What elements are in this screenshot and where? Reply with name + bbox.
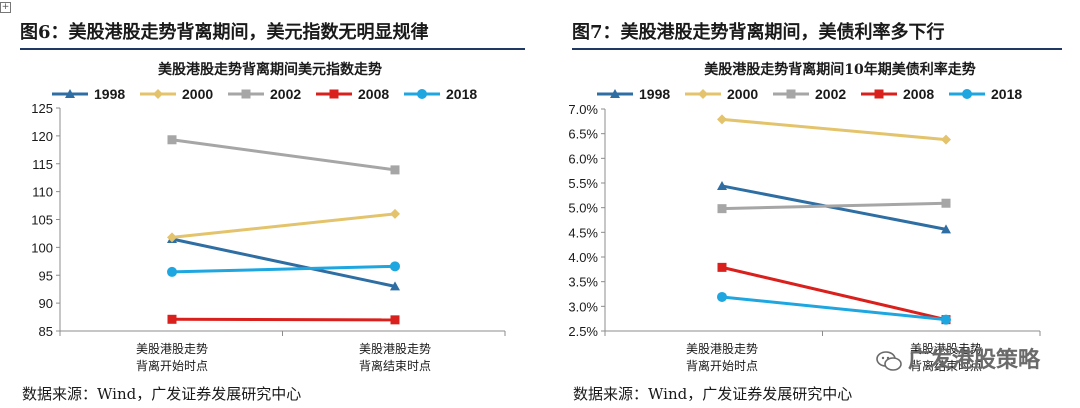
legend-label: 2000 bbox=[182, 86, 213, 102]
x-tick-label: 美股港股走势背离结束时点 bbox=[910, 342, 982, 373]
legend-marker bbox=[874, 89, 884, 99]
legend-label: 1998 bbox=[639, 86, 670, 102]
x-tick-label: 美股港股走势背离结束时点 bbox=[359, 342, 431, 373]
y-tick-label: 2.5% bbox=[568, 324, 598, 339]
data-point-2018 bbox=[167, 266, 177, 277]
series-line-2018 bbox=[171, 264, 396, 274]
data-point-1998 bbox=[941, 224, 951, 234]
series-line-2002 bbox=[721, 201, 947, 211]
y-tick-label: 4.0% bbox=[568, 250, 598, 265]
legend-label: 2000 bbox=[727, 86, 758, 102]
y-tick-label: 120 bbox=[31, 129, 53, 144]
y-tick-label: 125 bbox=[31, 101, 53, 116]
x-tick-label: 美股港股走势背离开始时点 bbox=[686, 342, 758, 373]
series-line-2000 bbox=[171, 212, 396, 239]
legend-marker bbox=[698, 89, 708, 99]
figure-7-panel: 图7：美股港股走势背离期间，美债利率多下行 美股港股走势背离期间10年期美债利率… bbox=[540, 0, 1080, 408]
data-point-2002 bbox=[941, 198, 951, 208]
legend-marker bbox=[241, 89, 251, 99]
legend-marker bbox=[417, 89, 427, 99]
watermark: 广发港股策略 bbox=[876, 342, 1040, 374]
y-tick-label: 90 bbox=[39, 296, 53, 311]
data-point-2018 bbox=[717, 291, 727, 302]
data-point-2000 bbox=[941, 134, 951, 145]
data-point-2002 bbox=[390, 165, 400, 175]
legend-marker bbox=[153, 89, 163, 99]
data-point-2018 bbox=[390, 261, 400, 272]
data-point-2000 bbox=[390, 208, 400, 219]
figure-7-title: 图7：美股港股走势背离期间，美债利率多下行 bbox=[572, 18, 1062, 50]
data-point-2008 bbox=[167, 314, 177, 324]
y-tick-label: 100 bbox=[31, 240, 53, 255]
wechat-icon bbox=[876, 351, 902, 371]
series-line-2018 bbox=[721, 295, 947, 322]
legend-label: 2008 bbox=[903, 86, 934, 102]
legend-marker bbox=[962, 89, 972, 99]
series-line-1998 bbox=[171, 237, 396, 288]
legend-label: 2018 bbox=[446, 86, 477, 102]
legend-marker bbox=[610, 89, 620, 98]
y-tick-label: 115 bbox=[32, 157, 53, 172]
legend-label: 2002 bbox=[270, 86, 301, 102]
series-line-2002 bbox=[171, 138, 396, 172]
y-tick-label: 110 bbox=[32, 185, 53, 200]
y-tick-label: 7.0% bbox=[568, 102, 598, 117]
legend-label: 1998 bbox=[94, 86, 125, 102]
dollar-index-chart: 美股港股走势背离期间美元指数走势 1998 2000 2002 2008 2018 85 90… bbox=[31, 61, 506, 373]
y-tick-label: 85 bbox=[39, 324, 53, 339]
legend-label: 2002 bbox=[815, 86, 846, 102]
series-line-2008 bbox=[171, 317, 396, 322]
data-point-2002 bbox=[717, 204, 727, 214]
figure-7-source: 数据来源：Wind，广发证券发展研究中心 bbox=[573, 385, 853, 403]
data-point-2002 bbox=[167, 135, 177, 145]
data-point-2000 bbox=[167, 232, 177, 243]
y-tick-label: 6.5% bbox=[568, 127, 598, 142]
y-tick-label: 3.5% bbox=[568, 275, 598, 290]
data-point-1998 bbox=[717, 180, 727, 190]
chart-title: 美股港股走势背离期间美元指数走势 bbox=[158, 61, 382, 78]
y-tick-label: 95 bbox=[39, 268, 53, 283]
x-tick-label: 美股港股走势背离开始时点 bbox=[136, 342, 208, 373]
figure-6-source: 数据来源：Wind，广发证券发展研究中心 bbox=[22, 385, 302, 403]
treasury-yield-chart: 美股港股走势背离期间10年期美债利率走势 1998 2000 2002 2008 2018… bbox=[568, 61, 1041, 373]
chart-title: 美股港股走势背离期间10年期美债利率走势 bbox=[704, 61, 975, 78]
legend-marker bbox=[65, 89, 75, 98]
series-line-2000 bbox=[721, 117, 947, 142]
legend-marker bbox=[329, 89, 339, 99]
y-tick-label: 5.0% bbox=[568, 201, 598, 216]
y-tick-label: 105 bbox=[31, 213, 53, 228]
legend-marker bbox=[786, 89, 796, 99]
data-point-1998 bbox=[390, 281, 400, 291]
data-point-2018 bbox=[941, 314, 951, 325]
figure-6-title: 图6：美股港股走势背离期间，美元指数无明显规律 bbox=[20, 18, 525, 50]
y-tick-label: 6.0% bbox=[568, 151, 598, 166]
legend-label: 2018 bbox=[991, 86, 1022, 102]
y-tick-label: 3.0% bbox=[568, 299, 598, 314]
corner-mark: + bbox=[0, 2, 11, 13]
data-point-2000 bbox=[717, 114, 727, 125]
legend-label: 2008 bbox=[358, 86, 389, 102]
data-point-2008 bbox=[717, 262, 727, 272]
series-line-2008 bbox=[721, 265, 947, 322]
figure-6-panel: 图6：美股港股走势背离期间，美元指数无明显规律 美股港股走势背离期间美元指数走势… bbox=[20, 18, 525, 403]
y-tick-label: 5.5% bbox=[568, 176, 598, 191]
series-line-1998 bbox=[721, 184, 947, 231]
data-point-2008 bbox=[390, 315, 400, 325]
watermark-text: 广发港股策略 bbox=[907, 348, 1040, 373]
y-tick-label: 4.5% bbox=[568, 225, 598, 240]
